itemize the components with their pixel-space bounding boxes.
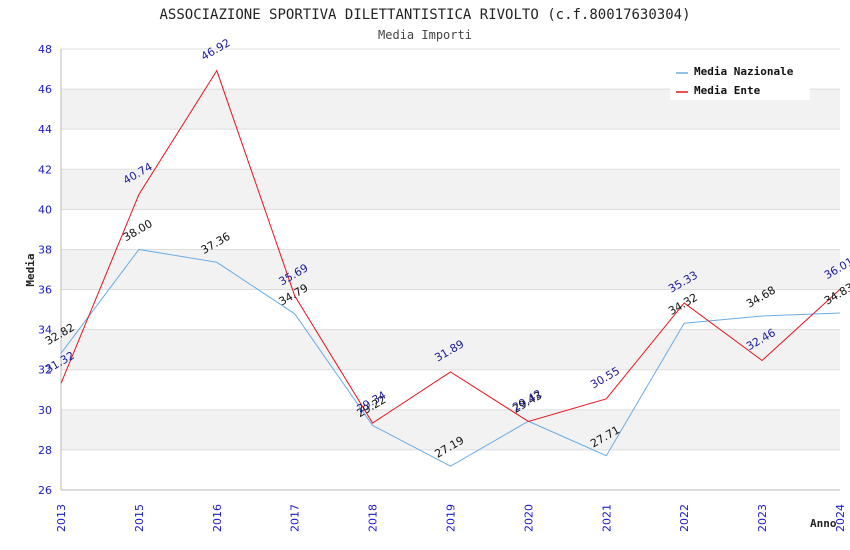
- x-tick-label: 2015: [133, 504, 146, 532]
- chart-title: ASSOCIAZIONE SPORTIVA DILETTANTISTICA RI…: [159, 7, 690, 23]
- axes: [60, 49, 840, 491]
- legend-box: [670, 60, 810, 100]
- grid-band: [61, 409, 840, 450]
- grid-band: [61, 169, 840, 210]
- legend: Media Nazionale Media Ente: [670, 60, 810, 100]
- x-tick-label: 2020: [522, 504, 535, 532]
- y-axis-label: Media: [24, 253, 37, 286]
- x-tick-label: 2018: [367, 504, 380, 532]
- x-tick-label: 2016: [211, 504, 224, 532]
- x-tick-label: 2017: [289, 504, 302, 532]
- series-lines: [60, 69, 841, 467]
- grid-bands: [61, 89, 840, 450]
- data-label: 38.00: [121, 217, 155, 244]
- x-tick-label: 2023: [756, 504, 769, 532]
- y-tick-label: 46: [38, 83, 52, 96]
- y-tick-label: 34: [38, 324, 52, 337]
- x-tick-label: 2022: [678, 504, 691, 532]
- y-tick-label: 38: [38, 243, 52, 256]
- y-tick-label: 42: [38, 163, 52, 176]
- legend-label-nazionale: Media Nazionale: [694, 65, 794, 78]
- x-tick-label: 2019: [445, 504, 458, 532]
- x-axis-label: Anno: [810, 517, 837, 530]
- y-tick-label: 48: [38, 43, 52, 56]
- data-label: 46.92: [199, 36, 233, 63]
- chart-subtitle: Media Importi: [378, 28, 472, 42]
- y-tick-label: 30: [38, 404, 52, 417]
- x-tick-labels: 2013 2015 2016 2017 2018 2019 2020 2021 2022 2023…: [55, 504, 847, 532]
- y-tick-label: 40: [38, 203, 52, 216]
- y-tick-labels: 26 28 30 32 34 36 38 40 42 44 46 48: [38, 43, 52, 497]
- y-tick-label: 36: [38, 284, 52, 297]
- x-tick-label: 2021: [600, 504, 613, 532]
- y-tick-label: 44: [38, 123, 52, 136]
- grid-band: [61, 329, 840, 370]
- y-tick-label: 32: [38, 364, 52, 377]
- legend-label-ente: Media Ente: [694, 84, 761, 97]
- grid-band: [61, 249, 840, 290]
- x-tick-label: 2024: [834, 504, 847, 532]
- y-tick-label: 26: [38, 484, 52, 497]
- x-tick-label: 2013: [55, 504, 68, 532]
- data-label: 31.32: [43, 349, 77, 376]
- y-tick-label: 28: [38, 444, 52, 457]
